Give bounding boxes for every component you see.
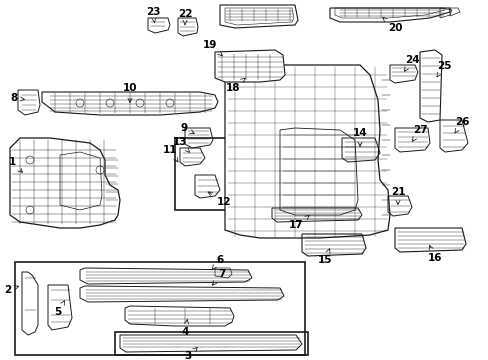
Polygon shape [215,50,285,82]
Text: 9: 9 [180,123,194,134]
Text: 5: 5 [54,301,64,317]
Text: 24: 24 [404,55,418,71]
Text: 23: 23 [145,7,160,23]
Text: 22: 22 [177,9,192,25]
Bar [15,262,305,355]
Text: 18: 18 [225,78,244,93]
Text: 3: 3 [184,347,197,360]
Text: 13: 13 [172,137,189,152]
Text: 4: 4 [181,320,188,337]
Polygon shape [10,138,120,228]
Text: 21: 21 [390,187,405,204]
Text: 16: 16 [427,245,441,263]
Text: 19: 19 [203,40,222,56]
Text: 8: 8 [10,93,24,103]
Text: 6: 6 [211,255,223,270]
Text: 26: 26 [454,117,468,133]
Polygon shape [42,92,218,115]
Polygon shape [224,65,389,238]
Text: 11: 11 [163,145,178,162]
Bar [175,138,269,210]
Text: 12: 12 [208,192,231,207]
Text: 27: 27 [412,125,427,141]
Bar [115,332,307,355]
Text: 17: 17 [288,216,309,230]
Text: 14: 14 [352,128,366,147]
Text: 20: 20 [382,17,402,33]
Text: 1: 1 [8,157,22,172]
Text: 2: 2 [4,285,19,295]
Text: 10: 10 [122,83,137,102]
Text: 15: 15 [317,249,331,265]
Text: 25: 25 [436,61,450,77]
Text: 7: 7 [212,269,225,285]
